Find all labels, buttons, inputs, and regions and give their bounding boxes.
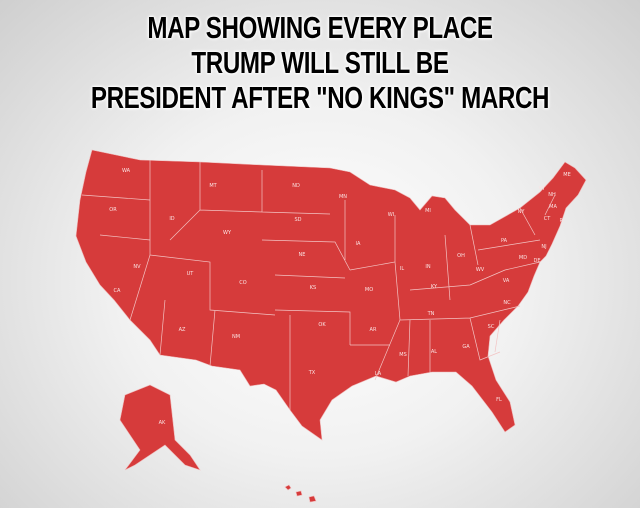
- state-label-nv: NV: [133, 264, 141, 270]
- title-line-1: MAP SHOWING EVERY PLACE: [147, 10, 493, 45]
- state-label-ia: IA: [356, 241, 361, 247]
- state-label-vt: VT: [539, 186, 546, 192]
- state-label-ar: AR: [370, 327, 377, 333]
- state-label-az: AZ: [179, 327, 186, 333]
- state-label-mi: MI: [425, 208, 431, 214]
- state-label-va: VA: [503, 278, 510, 284]
- state-label-nj: NJ: [541, 244, 546, 250]
- state-label-il: IL: [400, 266, 404, 272]
- state-label-pa: PA: [501, 238, 508, 244]
- state-label-id: ID: [169, 216, 174, 222]
- state-label-in: IN: [425, 264, 430, 270]
- state-label-ks: KS: [310, 285, 316, 291]
- state-label-ut: UT: [187, 271, 195, 277]
- state-label-la: LA: [375, 371, 382, 377]
- state-label-tn: TN: [427, 311, 435, 317]
- state-label-wy: WY: [223, 230, 232, 236]
- state-label-ny: NY: [518, 209, 526, 215]
- hawaii: [284, 484, 317, 503]
- state-label-ms: MS: [399, 352, 407, 358]
- state-label-nd: ND: [292, 183, 300, 189]
- contiguous-us: [75, 149, 587, 441]
- meme-title: MAP SHOWING EVERY PLACE TRUMP WILL STILL…: [0, 10, 640, 115]
- state-borders: [81, 160, 556, 410]
- state-label-nc: NC: [503, 300, 511, 306]
- state-label-ok: OK: [318, 322, 326, 328]
- state-label-de: DE: [533, 258, 540, 264]
- state-label-ne: NE: [299, 252, 306, 258]
- state-label-fl: FL: [496, 397, 502, 403]
- state-label-sd: SD: [294, 217, 301, 223]
- state-label-sc: SC: [488, 324, 495, 330]
- state-label-nm: NM: [232, 334, 240, 340]
- state-label-ma: MA: [549, 204, 557, 210]
- state-label-oh: OH: [457, 253, 465, 259]
- state-label-ri: RI: [560, 218, 565, 224]
- state-label-me: ME: [563, 172, 570, 178]
- state-label-md: MD: [519, 255, 527, 261]
- state-label-wv: WV: [476, 267, 485, 273]
- state-label-mo: MO: [365, 287, 373, 293]
- state-label-ga: GA: [462, 344, 470, 350]
- title-line-3: PRESIDENT AFTER "NO KINGS" MARCH: [90, 80, 550, 115]
- state-label-or: OR: [109, 207, 117, 213]
- state-label-ak: AK: [159, 420, 166, 426]
- state-label-nh: NH: [548, 192, 556, 198]
- title-line-2: TRUMP WILL STILL BE: [191, 45, 449, 80]
- alaska: [119, 384, 201, 471]
- state-label-tx: TX: [308, 370, 316, 376]
- state-label-al: AL: [431, 349, 437, 355]
- state-label-ca: CA: [114, 288, 121, 294]
- state-label-co: CO: [239, 280, 246, 286]
- state-label-mn: MN: [339, 194, 347, 200]
- state-label-wa: WA: [122, 168, 131, 174]
- state-label-ky: KY: [431, 284, 438, 290]
- state-label-mt: MT: [209, 183, 217, 189]
- state-label-ct: CT: [544, 216, 551, 222]
- state-label-wi: WI: [388, 212, 394, 218]
